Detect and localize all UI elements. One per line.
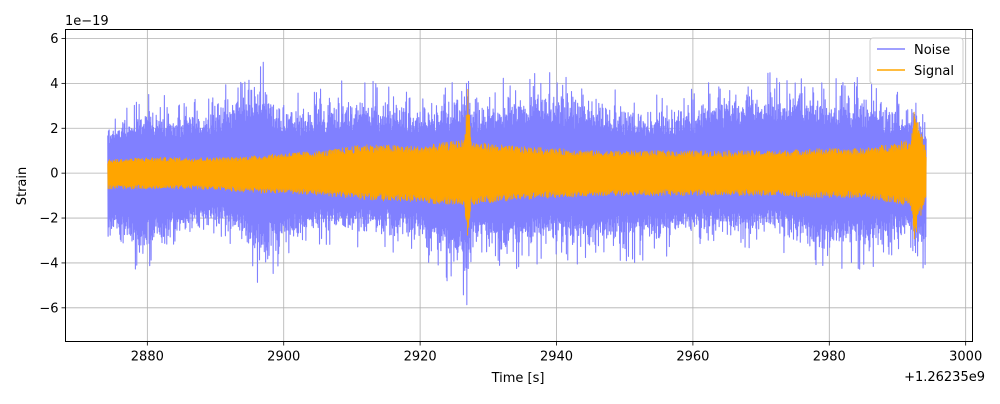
x-tick-label: 2920 — [404, 350, 437, 365]
y-tick-label: 2 — [50, 122, 58, 137]
y-axis-label: Strain — [15, 167, 30, 206]
axes: 2880 2900 2920 2940 2960 2980 3000 −6 −4 −2 0 2 4 6 — [39, 32, 982, 365]
legend-noise-label: Noise — [914, 43, 950, 58]
plot-frame — [65, 29, 973, 342]
y-scale-label: 1e−19 — [65, 14, 109, 29]
y-tick-label: 6 — [50, 32, 58, 47]
x-tick-label: 2980 — [813, 350, 846, 365]
x-tick-label: 2880 — [131, 350, 164, 365]
legend-signal-label: Signal — [914, 64, 954, 79]
x-axis-label: Time [s] — [491, 371, 545, 386]
y-tick-label: −4 — [39, 256, 58, 271]
x-tick-label: 3000 — [949, 350, 982, 365]
x-tick-label: 2900 — [267, 350, 300, 365]
y-tick-label: 4 — [50, 77, 58, 92]
legend: Noise Signal — [869, 37, 964, 85]
series-noise-line — [107, 61, 927, 306]
x-offset-label: +1.26235e9 — [904, 370, 985, 385]
series-layer — [107, 61, 927, 306]
x-tick-label: 2940 — [540, 350, 573, 365]
y-tick-label: 0 — [50, 167, 58, 182]
y-tick-label: −6 — [39, 301, 58, 316]
series-signal-line — [107, 88, 927, 240]
x-tick-label: 2960 — [676, 350, 709, 365]
y-tick-label: −2 — [39, 212, 58, 227]
